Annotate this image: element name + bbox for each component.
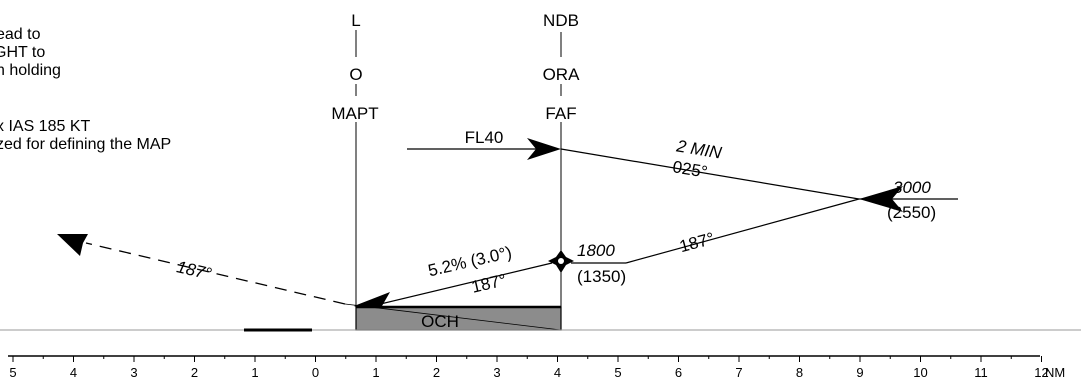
- scale-label: 12: [1034, 365, 1048, 380]
- scale-label: 2: [433, 365, 440, 380]
- mapt-role-label: MAPT: [331, 104, 378, 123]
- mapt-type-label: L: [351, 11, 360, 30]
- distance-scale: NM 5 4 3 2 1 0 1 2 3 4 5 6 7 8 9 10 11 12: [8, 355, 1065, 380]
- missed-approach-arrowhead: [57, 234, 88, 256]
- note-line-1: ead to: [0, 26, 41, 43]
- faf-type-label: NDB: [543, 11, 579, 30]
- ip-height-label: (2550): [887, 203, 936, 222]
- missed-track-label: 187°: [175, 257, 214, 283]
- faf-ident-label: ORA: [543, 65, 581, 84]
- scale-label: 7: [735, 365, 742, 380]
- note-line-4: x IAS 185 KT: [0, 118, 91, 135]
- ip-altitude-label: 3000: [893, 178, 931, 197]
- scale-label: 3: [130, 365, 137, 380]
- initial-level-label: FL40: [465, 128, 504, 147]
- distance-unit-label: NM: [1045, 365, 1065, 380]
- scale-label: 5: [9, 365, 16, 380]
- scale-label: 4: [554, 365, 561, 380]
- faf-role-label: FAF: [545, 104, 576, 123]
- scale-label: 11: [974, 365, 988, 380]
- note-line-3: n holding: [0, 62, 61, 79]
- initial-level-arrowhead: [527, 138, 561, 160]
- missed-approach-line: [85, 242, 346, 305]
- scale-label: 6: [675, 365, 682, 380]
- scale-label: 10: [913, 365, 927, 380]
- stepdown-fix-icon: [548, 250, 574, 273]
- scale-label: 0: [312, 365, 319, 380]
- note-line-2: GHT to: [0, 44, 46, 61]
- ip-arrowhead: [859, 186, 903, 212]
- scale-label: 1: [372, 365, 379, 380]
- scale-label: 1: [251, 365, 258, 380]
- scale-label: 2: [191, 365, 198, 380]
- note-line-5: zed for defining the MAP: [0, 136, 172, 153]
- stepdown-altitude-label: 1800: [577, 241, 615, 260]
- scale-label: 8: [796, 365, 803, 380]
- och-label: OCH: [421, 312, 459, 331]
- outbound-track-label: 025°: [671, 157, 709, 182]
- inbound-leg-line: [625, 198, 860, 264]
- outbound-leg-line: [560, 148, 860, 200]
- scale-label: 3: [493, 365, 500, 380]
- scale-label: 4: [70, 365, 77, 380]
- inbound-track-label: 187°: [677, 229, 716, 256]
- scale-label: 9: [856, 365, 863, 380]
- final-approach-line: [371, 262, 553, 307]
- final-track-label: 187°: [470, 270, 509, 296]
- scale-label: 5: [614, 365, 621, 380]
- och-diagonal-line: [344, 303, 562, 331]
- stepdown-height-label: (1350): [577, 267, 626, 286]
- mapt-ident-label: O: [349, 65, 362, 84]
